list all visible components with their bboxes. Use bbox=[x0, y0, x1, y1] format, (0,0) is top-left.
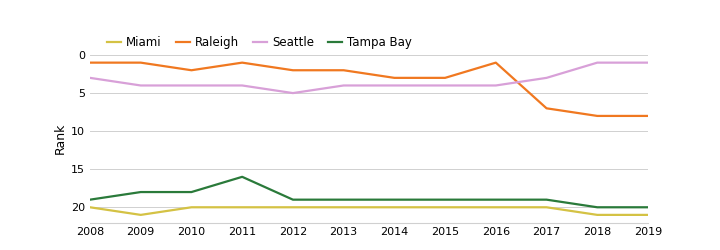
Line: Miami: Miami bbox=[90, 207, 648, 215]
Seattle bbox=[289, 92, 297, 94]
Line: Raleigh: Raleigh bbox=[90, 63, 648, 116]
Seattle bbox=[238, 84, 246, 87]
Miami bbox=[289, 206, 297, 209]
Tampa Bay bbox=[593, 206, 602, 209]
Line: Seattle: Seattle bbox=[90, 63, 648, 93]
Miami bbox=[492, 206, 500, 209]
Miami bbox=[238, 206, 246, 209]
Raleigh bbox=[390, 76, 399, 79]
Miami bbox=[644, 214, 652, 216]
Seattle bbox=[339, 84, 348, 87]
Y-axis label: Rank: Rank bbox=[54, 123, 67, 154]
Miami bbox=[593, 214, 602, 216]
Miami bbox=[136, 214, 145, 216]
Seattle bbox=[492, 84, 500, 87]
Raleigh bbox=[289, 69, 297, 72]
Tampa Bay bbox=[187, 190, 196, 194]
Tampa Bay bbox=[86, 198, 94, 201]
Tampa Bay bbox=[390, 198, 399, 201]
Tampa Bay bbox=[441, 198, 449, 201]
Tampa Bay bbox=[136, 190, 145, 194]
Raleigh bbox=[86, 61, 94, 64]
Seattle bbox=[441, 84, 449, 87]
Raleigh bbox=[593, 114, 602, 117]
Seattle bbox=[187, 84, 196, 87]
Raleigh bbox=[339, 69, 348, 72]
Raleigh bbox=[644, 114, 652, 117]
Seattle bbox=[542, 76, 551, 79]
Miami bbox=[542, 206, 551, 209]
Seattle bbox=[86, 76, 94, 79]
Legend: Miami, Raleigh, Seattle, Tampa Bay: Miami, Raleigh, Seattle, Tampa Bay bbox=[107, 36, 412, 49]
Tampa Bay bbox=[238, 175, 246, 178]
Raleigh bbox=[187, 69, 196, 72]
Miami bbox=[86, 206, 94, 209]
Raleigh bbox=[492, 61, 500, 64]
Tampa Bay bbox=[339, 198, 348, 201]
Raleigh bbox=[136, 61, 145, 64]
Raleigh bbox=[238, 61, 246, 64]
Seattle bbox=[390, 84, 399, 87]
Tampa Bay bbox=[492, 198, 500, 201]
Seattle bbox=[136, 84, 145, 87]
Miami bbox=[390, 206, 399, 209]
Line: Tampa Bay: Tampa Bay bbox=[90, 177, 648, 207]
Raleigh bbox=[441, 76, 449, 79]
Raleigh bbox=[542, 107, 551, 110]
Tampa Bay bbox=[644, 206, 652, 209]
Seattle bbox=[644, 61, 652, 64]
Miami bbox=[441, 206, 449, 209]
Tampa Bay bbox=[542, 198, 551, 201]
Miami bbox=[339, 206, 348, 209]
Tampa Bay bbox=[289, 198, 297, 201]
Seattle bbox=[593, 61, 602, 64]
Miami bbox=[187, 206, 196, 209]
